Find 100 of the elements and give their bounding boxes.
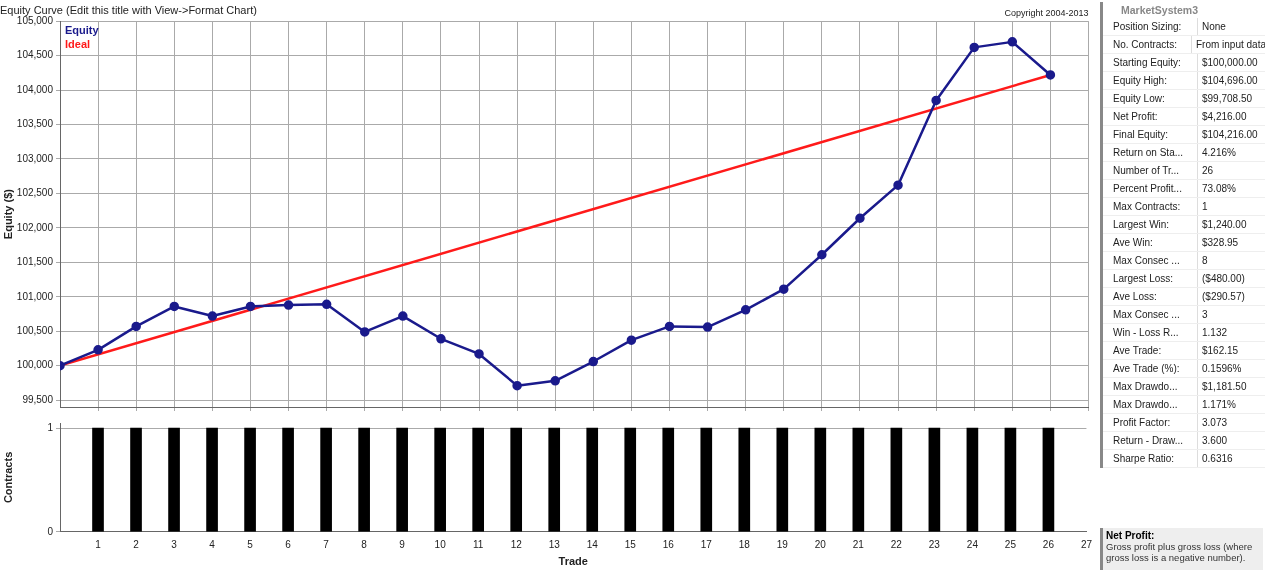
point: [93, 345, 103, 355]
text: 0.1596%: [1201, 362, 1242, 376]
point: [855, 213, 865, 223]
text: Win - Loss R...: [1103, 324, 1198, 341]
text: 1.171%: [1201, 398, 1236, 412]
point: [931, 95, 941, 106]
text: $1,240.00: [1201, 218, 1247, 232]
text: Max Contracts:: [1103, 198, 1198, 215]
point: [550, 376, 560, 386]
x-axis-title: Trade: [558, 555, 588, 568]
y-tick-label: 1: [47, 421, 54, 433]
text: Largest Loss:: [1103, 270, 1198, 287]
text: Equity Low:: [1103, 90, 1198, 107]
text: $162.15: [1201, 344, 1239, 358]
text: ($290.57): [1201, 290, 1245, 304]
y-tick-label: 100,000: [16, 359, 54, 371]
text: $104,696.00: [1201, 74, 1258, 88]
text: None: [1201, 20, 1226, 34]
text: Sharpe Ratio:: [1103, 450, 1198, 467]
text: Ave Loss:: [1103, 288, 1198, 305]
x-tick-label: 12: [510, 538, 523, 550]
text: Equity: [65, 23, 100, 36]
text: $1,181.50: [1201, 380, 1247, 394]
x-tick-label: 11: [472, 538, 484, 550]
text: Max Consec ...: [1103, 306, 1198, 323]
text: Ave Win:: [1103, 234, 1198, 251]
text: $328.95: [1201, 236, 1239, 250]
text: Return - Draw...: [1103, 432, 1198, 449]
y-tick-label: 104,500: [16, 49, 54, 61]
point: [817, 250, 827, 260]
text: 4.216%: [1201, 146, 1236, 160]
text: Return on Sta...: [1103, 144, 1198, 161]
x-tick-label: 15: [624, 538, 637, 550]
text: 1: [1201, 200, 1208, 214]
point: [245, 301, 256, 312]
point: [207, 311, 218, 321]
x-tick-label: 18: [738, 538, 751, 550]
point: [169, 301, 180, 312]
x-tick-label: 24: [966, 538, 979, 550]
y-tick-label: 100,500: [16, 324, 54, 336]
y-tick-label: 99,500: [22, 393, 54, 405]
x-tick-label: 5: [247, 538, 254, 550]
x-tick-label: 23: [928, 538, 941, 550]
x-tick-label: 25: [1004, 538, 1017, 550]
x-tick-label: 10: [434, 538, 447, 550]
point: [740, 305, 751, 315]
x-tick-label: 6: [285, 538, 292, 550]
text: Position Sizing:: [1103, 18, 1198, 35]
text: 73.08%: [1201, 182, 1236, 196]
y-tick-label: 102,000: [16, 221, 54, 233]
y-tick-label: 103,500: [16, 118, 54, 130]
text: 3.600: [1201, 434, 1228, 448]
y-tick-label: 101,000: [16, 290, 54, 302]
text: $99,708.50: [1201, 92, 1253, 106]
point: [512, 380, 522, 391]
point: [359, 327, 370, 337]
x-tick-label: 22: [890, 538, 903, 550]
x-tick-label: 16: [662, 538, 675, 550]
text: Ave Trade:: [1103, 342, 1198, 359]
x-tick-label: 4: [209, 538, 216, 550]
point: [474, 349, 484, 359]
text: 3.073: [1201, 416, 1228, 430]
x-tick-label: 2: [133, 538, 140, 550]
text: Final Equity:: [1103, 126, 1198, 143]
point: [283, 300, 294, 310]
x-tick-label: 20: [814, 538, 827, 550]
x-tick-label: 9: [399, 538, 406, 550]
y-tick-label: 105,000: [16, 14, 54, 26]
point: [626, 335, 637, 345]
text: Net Profit:: [1103, 108, 1198, 125]
text: $100,000.00: [1201, 56, 1258, 70]
x-tick-label: 21: [852, 538, 865, 550]
text: Equity High:: [1103, 72, 1198, 89]
text: Gross profit plus gross loss (where gross loss is a negative number).: [1106, 541, 1254, 563]
x-tick-label: 26: [1042, 538, 1055, 550]
text: Copyright 2004-2013: [1004, 8, 1089, 19]
text: MarketSystem3: [1120, 3, 1200, 18]
point: [321, 299, 332, 310]
y-tick-label: 0: [47, 525, 54, 537]
y-tick-label: 102,500: [16, 187, 54, 199]
y-tick-label: 101,500: [16, 256, 54, 268]
text: Ave Trade (%):: [1103, 360, 1198, 377]
text: Ideal: [65, 37, 91, 50]
chart-title: Equity Curve (Edit this title with View->Format Chart): [0, 3, 257, 16]
point: [131, 321, 141, 332]
point: [436, 334, 446, 344]
point: [1045, 70, 1056, 80]
point: [398, 311, 408, 321]
text: Profit Factor:: [1103, 414, 1198, 431]
text: Net Profit:: [1106, 530, 1156, 541]
y-tick-label: 104,000: [16, 83, 54, 95]
x-tick-label: 3: [171, 538, 178, 550]
text: 0.6316: [1201, 452, 1233, 466]
x-tick-label: 17: [700, 538, 713, 550]
text: 26: [1201, 164, 1214, 178]
text: 8: [1201, 254, 1208, 268]
text: Max Drawdo...: [1103, 378, 1198, 395]
text: 3: [1201, 308, 1208, 322]
point: [779, 284, 789, 294]
x-tick-label: 7: [323, 538, 330, 550]
